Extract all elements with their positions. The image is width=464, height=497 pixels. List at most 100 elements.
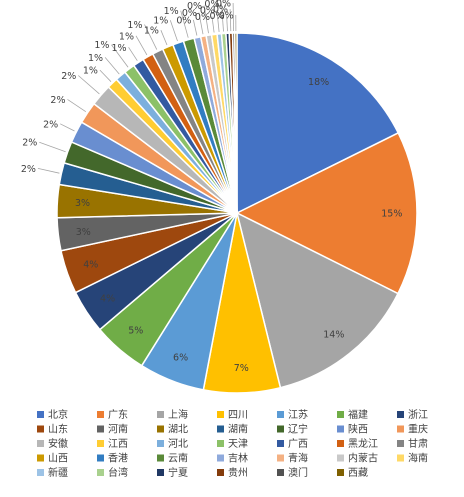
data-label: 1%: [153, 16, 168, 27]
legend-label: 广西: [288, 438, 308, 450]
legend-label: 新疆: [48, 466, 68, 479]
data-label: 3%: [75, 198, 90, 209]
data-label: 14%: [323, 329, 344, 340]
data-label: 1%: [127, 20, 142, 31]
legend-item: 山西: [37, 453, 68, 465]
pie-slices: [57, 33, 417, 393]
legend-item: 宁夏: [157, 466, 188, 479]
legend-item: 北京: [37, 408, 68, 421]
legend-label: 西藏: [348, 467, 368, 479]
legend-label: 北京: [48, 408, 68, 421]
legend-item: 江苏: [277, 408, 308, 421]
legend-item: 广西: [277, 438, 308, 450]
legend-label: 江西: [108, 438, 128, 450]
legend-swatch: [277, 469, 284, 476]
legend: 北京广东上海四川江苏福建浙江山东河南湖北湖南辽宁陕西重庆安徽江西河北天津广西黑龙…: [37, 408, 428, 479]
legend-label: 上海: [168, 408, 188, 421]
legend-label: 广东: [108, 408, 128, 421]
data-label: 7%: [234, 363, 249, 374]
legend-swatch: [337, 469, 344, 476]
legend-swatch: [37, 426, 44, 433]
legend-label: 山西: [48, 453, 68, 465]
legend-label: 宁夏: [168, 466, 188, 479]
legend-item: 海南: [397, 452, 428, 465]
data-label: 1%: [83, 66, 98, 77]
legend-item: 贵州: [217, 466, 248, 479]
legend-swatch: [397, 411, 404, 418]
legend-swatch: [397, 426, 404, 433]
data-label: 0%: [219, 11, 234, 22]
data-label: 1%: [144, 26, 159, 37]
legend-label: 香港: [108, 453, 128, 465]
legend-label: 陕西: [348, 423, 368, 436]
leader-line: [68, 99, 86, 111]
data-label: 4%: [83, 259, 98, 270]
leader-line: [38, 168, 60, 173]
legend-item: 甘肃: [397, 437, 428, 450]
legend-item: 河南: [97, 423, 128, 436]
legend-label: 浙江: [408, 409, 428, 421]
data-label: 2%: [22, 138, 37, 149]
legend-swatch: [157, 426, 164, 433]
data-label: 1%: [94, 40, 109, 51]
legend-label: 黑龙江: [348, 437, 378, 450]
data-label: 4%: [100, 294, 115, 305]
data-label: 1%: [88, 53, 103, 64]
legend-swatch: [97, 455, 104, 462]
legend-swatch: [217, 440, 224, 447]
data-label: 2%: [50, 95, 65, 106]
legend-label: 四川: [228, 410, 248, 421]
legend-swatch: [37, 455, 44, 462]
legend-item: 黑龙江: [337, 437, 378, 450]
legend-label: 内蒙古: [348, 452, 378, 465]
legend-item: 山东: [37, 423, 68, 436]
legend-item: 西藏: [337, 467, 368, 479]
data-label: 1%: [112, 43, 127, 54]
leader-line: [161, 30, 167, 45]
legend-label: 福建: [348, 408, 368, 421]
leader-line: [100, 70, 111, 82]
data-label: 18%: [308, 77, 329, 88]
data-label: 2%: [21, 164, 36, 175]
legend-swatch: [37, 469, 44, 476]
legend-swatch: [337, 455, 344, 462]
legend-label: 吉林: [228, 452, 248, 465]
legend-item: 新疆: [37, 466, 68, 479]
legend-swatch: [157, 440, 164, 447]
legend-swatch: [337, 426, 344, 433]
legend-swatch: [97, 440, 104, 447]
legend-item: 台湾: [97, 466, 128, 479]
legend-swatch: [157, 455, 164, 462]
legend-item: 澳门: [277, 466, 308, 479]
leader-line: [39, 142, 65, 152]
legend-item: 安徽: [37, 437, 68, 450]
legend-label: 重庆: [408, 423, 428, 436]
legend-label: 辽宁: [288, 423, 308, 436]
legend-swatch: [37, 440, 44, 447]
legend-item: 云南: [157, 452, 188, 465]
legend-swatch: [277, 440, 284, 447]
leader-line: [105, 57, 119, 74]
legend-label: 海南: [408, 452, 428, 465]
leader-line: [136, 36, 147, 55]
legend-label: 江苏: [288, 408, 308, 421]
legend-item: 辽宁: [277, 423, 308, 436]
leader-line: [129, 47, 138, 60]
data-label: 3%: [76, 227, 91, 238]
data-label: 6%: [173, 353, 188, 364]
legend-item: 广东: [97, 408, 128, 421]
data-label: 2%: [61, 71, 76, 82]
legend-label: 湖南: [228, 423, 248, 436]
data-label: 1%: [119, 31, 134, 42]
legend-label: 山东: [48, 423, 68, 436]
legend-item: 内蒙古: [337, 452, 378, 465]
legend-label: 贵州: [228, 466, 248, 479]
legend-swatch: [397, 455, 404, 462]
legend-item: 湖北: [157, 424, 188, 436]
data-label: 5%: [128, 326, 143, 337]
legend-label: 澳门: [288, 466, 308, 479]
leader-line: [60, 124, 74, 131]
legend-label: 湖北: [168, 424, 188, 436]
legend-swatch: [277, 455, 284, 462]
